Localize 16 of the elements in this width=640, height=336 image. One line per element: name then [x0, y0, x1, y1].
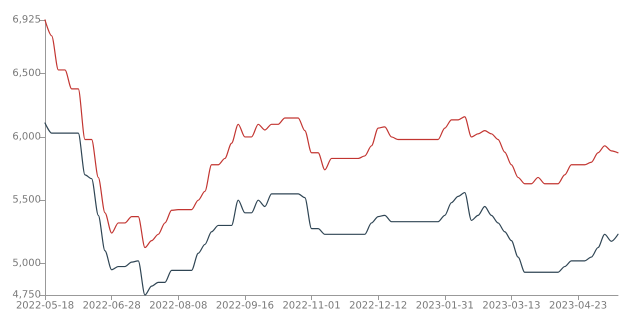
y-tick-label: 5,500 — [12, 194, 41, 206]
x-tick-label: 2023-04-23 — [548, 300, 608, 312]
x-tick-label: 2022-11-01 — [282, 300, 341, 312]
x-tick-label: 2023-01-31 — [416, 300, 474, 312]
x-tick-label: 2022-12-12 — [349, 300, 408, 312]
x-tick-label: 2023-03-13 — [482, 300, 540, 312]
y-tick-label: 6,000 — [12, 131, 41, 142]
x-tick-label: 2022-09-16 — [216, 300, 274, 312]
x-tick-label: 2022-08-08 — [149, 300, 208, 312]
x-tick-label: 2022-06-28 — [82, 300, 141, 312]
y-tick-label: 5,000 — [12, 258, 41, 269]
y-tick-label: 6,925 — [12, 14, 41, 26]
line-series — [44, 19, 619, 248]
x-tick-label: 2022-05-18 — [16, 300, 74, 312]
y-tick-label: 4,750 — [12, 290, 41, 300]
y-tick-label: 6,500 — [12, 68, 41, 80]
